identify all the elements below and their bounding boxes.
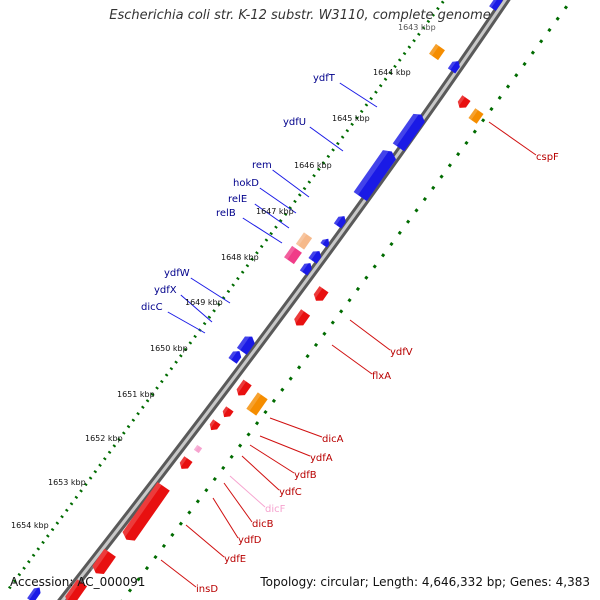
gene-label-ydfV[interactable]: ydfV — [390, 347, 413, 358]
toxin-feature[interactable] — [295, 232, 313, 250]
reverse-gene[interactable] — [220, 406, 234, 419]
gene-label-cspF[interactable]: cspF — [536, 152, 559, 163]
feature-labels: ydfT ydfU rem hokD relE relB ydfW ydfX dicC cspF y… — [141, 73, 559, 595]
dicF-feature[interactable] — [193, 444, 203, 454]
forward-gene[interactable] — [308, 248, 323, 264]
forward-gene[interactable] — [228, 348, 243, 364]
gene-label-insD[interactable]: insD — [196, 584, 218, 595]
ruler-label: 1650 kbp — [150, 344, 188, 353]
gene-label-ydfW[interactable]: ydfW — [164, 268, 190, 279]
leader-line — [259, 435, 311, 457]
leader-line — [331, 344, 373, 375]
gene-label-ydfE[interactable]: ydfE — [224, 554, 246, 565]
ruler-label: 1649 kbp — [185, 298, 223, 307]
label-leaders — [160, 82, 537, 588]
forward-gene[interactable] — [320, 236, 331, 248]
ruler-label: 1652 kbp — [85, 434, 123, 443]
gene-label-dicA[interactable]: dicA — [322, 434, 344, 445]
ruler-label: 1654 kbp — [11, 521, 49, 530]
gene-label-rem[interactable]: rem — [252, 160, 272, 171]
gene-label-dicF[interactable]: dicF — [265, 504, 286, 515]
leader-line — [212, 497, 239, 539]
reverse-gene[interactable] — [177, 456, 193, 472]
reverse-gene[interactable] — [207, 419, 221, 432]
ruler-label: 1646 kbp — [294, 161, 332, 170]
reverse-gene[interactable] — [62, 579, 88, 600]
gene-label-relE[interactable]: relE — [228, 194, 247, 205]
gene-label-dicB[interactable]: dicB — [252, 519, 274, 530]
forward-gene[interactable] — [27, 585, 43, 600]
gene-label-relB[interactable]: relB — [216, 208, 236, 219]
gene-label-flxA[interactable]: flxA — [372, 371, 391, 382]
genome-title: Escherichia coli str. K-12 substr. W3110… — [109, 8, 491, 23]
orange-feature[interactable] — [468, 108, 484, 124]
orange-feature[interactable] — [429, 43, 445, 61]
leader-line — [249, 444, 295, 474]
forward-gene[interactable] — [447, 58, 462, 74]
leader-line — [229, 475, 266, 508]
forward-gene[interactable] — [353, 146, 399, 202]
leader-line — [180, 294, 213, 323]
forward-gene[interactable] — [333, 213, 348, 229]
leader-line — [488, 121, 537, 156]
forward-gene[interactable] — [299, 260, 314, 276]
leader-line — [349, 319, 391, 351]
ruler-label: 1651 kbp — [117, 390, 155, 399]
leader-line — [160, 559, 197, 588]
leader-line — [241, 455, 280, 491]
leader-line — [272, 169, 310, 198]
leader-line — [185, 524, 225, 558]
reverse-gene[interactable] — [234, 379, 252, 399]
leader-line — [309, 126, 344, 152]
topology-text: Topology: circular; Length: 4,646,332 bp… — [260, 575, 590, 589]
leader-line — [190, 277, 231, 304]
gene-label-ydfC[interactable]: ydfC — [279, 487, 302, 498]
forward-gene[interactable] — [236, 333, 257, 355]
reverse-gene[interactable] — [90, 548, 116, 578]
ruler-label: 1644 kbp — [373, 68, 411, 77]
forward-gene[interactable] — [392, 110, 427, 152]
reverse-gene[interactable] — [311, 286, 329, 304]
leader-line — [259, 187, 297, 214]
orange-feature[interactable] — [246, 392, 268, 416]
ruler-label: 1653 kbp — [48, 478, 86, 487]
gene-label-ydfB[interactable]: ydfB — [294, 470, 317, 481]
toxin-feature[interactable] — [284, 245, 302, 265]
gene-label-dicC[interactable]: dicC — [141, 302, 163, 313]
gene-label-ydfU[interactable]: ydfU — [283, 117, 306, 128]
ruler-labels: 1643 kbp 1644 kbp 1645 kbp 1646 kbp 1647 kbp… — [11, 23, 436, 530]
forward-gene[interactable] — [489, 0, 505, 11]
ruler-label: 1648 kbp — [221, 253, 259, 262]
leader-line — [254, 203, 290, 229]
ruler-label: 1645 kbp — [332, 114, 370, 123]
leader-line — [223, 482, 253, 523]
feature-layer[interactable] — [27, 0, 505, 600]
leader-line — [339, 82, 378, 108]
gene-label-ydfA[interactable]: ydfA — [310, 453, 333, 464]
reverse-gene[interactable] — [291, 309, 311, 328]
gene-label-ydfX[interactable]: ydfX — [154, 285, 177, 296]
gene-label-ydfD[interactable]: ydfD — [238, 535, 262, 546]
leader-line — [269, 417, 323, 438]
gene-label-hokD[interactable]: hokD — [233, 178, 259, 189]
leader-line — [167, 311, 206, 334]
gene-label-ydfT[interactable]: ydfT — [313, 73, 336, 84]
leader-line — [242, 217, 283, 244]
ruler-label-partial: 1643 kbp — [398, 23, 436, 32]
reverse-gene[interactable] — [120, 482, 170, 544]
accession-text: Accession: AC_000091 — [10, 575, 146, 589]
reverse-gene[interactable] — [455, 95, 471, 111]
ruler-label: 1647 kbp — [256, 207, 294, 216]
